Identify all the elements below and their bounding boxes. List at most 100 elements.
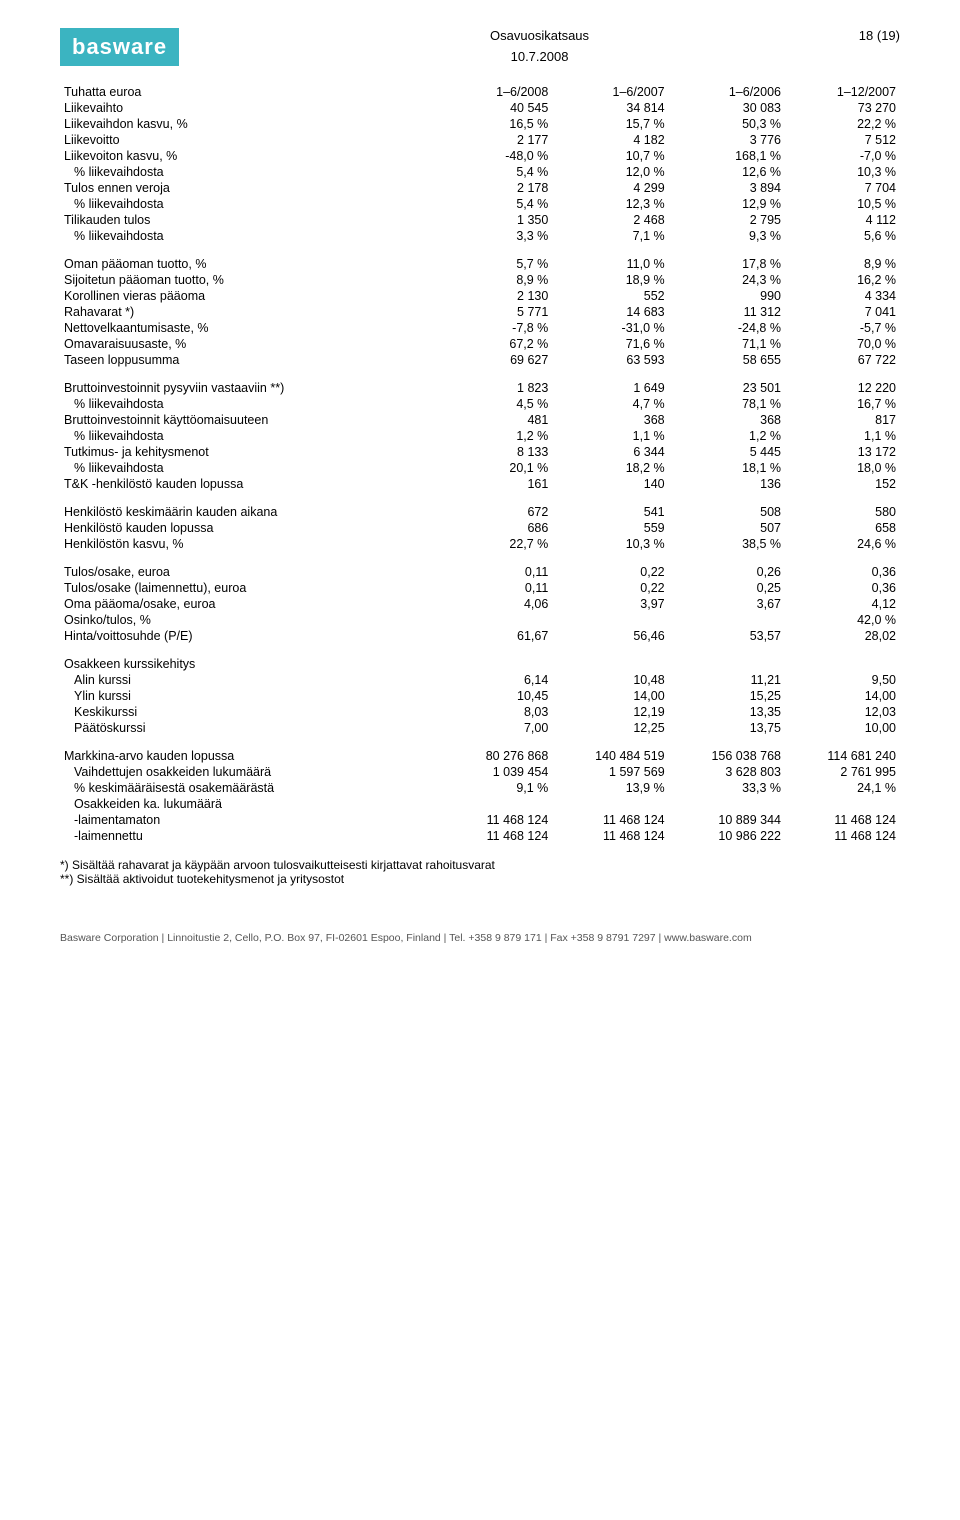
cell: 1 823 (446, 380, 552, 396)
table-row: Alin kurssi6,1410,4811,219,50 (60, 672, 900, 688)
cell: 14,00 (552, 688, 668, 704)
table-row: Tulos/osake, euroa0,110,220,260,36 (60, 564, 900, 580)
cell: 10,3 % (552, 536, 668, 552)
table-row: % liikevaihdosta20,1 %18,2 %18,1 %18,0 % (60, 460, 900, 476)
cell: 0,11 (446, 580, 552, 596)
table-row: Oma pääoma/osake, euroa4,063,973,674,12 (60, 596, 900, 612)
cell: 817 (785, 412, 900, 428)
cell: 11,21 (669, 672, 785, 688)
cell: 22,2 % (785, 116, 900, 132)
cell: 3 776 (669, 132, 785, 148)
cell: 38,5 % (669, 536, 785, 552)
row-label: Nettovelkaantumisaste, % (60, 320, 446, 336)
cell: 11 468 124 (552, 828, 668, 844)
table-row: Omavaraisuusaste, %67,2 %71,6 %71,1 %70,… (60, 336, 900, 352)
cell (669, 796, 785, 812)
cell: 10,3 % (785, 164, 900, 180)
col-4: 1–12/2007 (785, 84, 900, 100)
cell: 20,1 % (446, 460, 552, 476)
cell: 33,3 % (669, 780, 785, 796)
cell: 559 (552, 520, 668, 536)
cell: 3,67 (669, 596, 785, 612)
row-label: -laimentamaton (60, 812, 446, 828)
cell: 12,3 % (552, 196, 668, 212)
table-row: Nettovelkaantumisaste, %-7,8 %-31,0 %-24… (60, 320, 900, 336)
cell: 8,9 % (785, 256, 900, 272)
table-row: % keskimääräisestä osakemäärästä9,1 %13,… (60, 780, 900, 796)
cell: 140 484 519 (552, 748, 668, 764)
cell: 990 (669, 288, 785, 304)
row-label: Liikevoiton kasvu, % (60, 148, 446, 164)
cell (552, 612, 668, 628)
cell: 12,03 (785, 704, 900, 720)
row-label: Oman pääoman tuotto, % (60, 256, 446, 272)
cell: 7 704 (785, 180, 900, 196)
cell: 13,9 % (552, 780, 668, 796)
table-row: Liikevaihdon kasvu, %16,5 %15,7 %50,3 %2… (60, 116, 900, 132)
cell: 3,97 (552, 596, 668, 612)
cell: 12 220 (785, 380, 900, 396)
cell: 658 (785, 520, 900, 536)
row-label: Tulos ennen veroja (60, 180, 446, 196)
doc-title: Osavuosikatsaus (179, 28, 900, 43)
cell: 3 894 (669, 180, 785, 196)
table-row: Osakkeiden ka. lukumäärä (60, 796, 900, 812)
cell: 7 512 (785, 132, 900, 148)
cell: 10 986 222 (669, 828, 785, 844)
cell: -7,8 % (446, 320, 552, 336)
cell: 12,6 % (669, 164, 785, 180)
table-row: Vaihdettujen osakkeiden lukumäärä1 039 4… (60, 764, 900, 780)
row-label: % liikevaihdosta (60, 164, 446, 180)
cell: 9,50 (785, 672, 900, 688)
table-row: Henkilöstö keskimäärin kauden aikana672 5… (60, 504, 900, 520)
cell: 11 468 124 (446, 812, 552, 828)
row-label: Sijoitetun pääoman tuotto, % (60, 272, 446, 288)
cell: 7 041 (785, 304, 900, 320)
cell: 5 771 (446, 304, 552, 320)
table-row: Sijoitetun pääoman tuotto, %8,9 %18,9 %2… (60, 272, 900, 288)
section-gap (60, 244, 900, 256)
cell: 12,9 % (669, 196, 785, 212)
row-label: Päätöskurssi (60, 720, 446, 736)
cell: 24,3 % (669, 272, 785, 288)
cell: 42,0 % (785, 612, 900, 628)
logo-wrap: basware (60, 28, 179, 66)
cell: 8,03 (446, 704, 552, 720)
footnote-2: **) Sisältää aktivoidut tuotekehitysmeno… (60, 872, 900, 886)
cell: 11 468 124 (446, 828, 552, 844)
table-row: Markkina-arvo kauden lopussa80 276 86814… (60, 748, 900, 764)
cell: 672 (446, 504, 552, 520)
cell: 0,25 (669, 580, 785, 596)
cell: 168,1 % (669, 148, 785, 164)
cell: 24,1 % (785, 780, 900, 796)
table-row: % liikevaihdosta5,4 %12,3 %12,9 %10,5 % (60, 196, 900, 212)
cell: 53,57 (669, 628, 785, 644)
row-label: Liikevaihto (60, 100, 446, 116)
cell: 0,22 (552, 564, 668, 580)
table-row: Tilikauden tulos1 3502 4682 7954 112 (60, 212, 900, 228)
table-row: Osakkeen kurssikehitys (60, 656, 900, 672)
cell: 11 468 124 (552, 812, 668, 828)
table-row: Päätöskurssi7,0012,2513,7510,00 (60, 720, 900, 736)
cell: 161 (446, 476, 552, 492)
cell: 34 814 (552, 100, 668, 116)
cell: 15,7 % (552, 116, 668, 132)
cell: 16,5 % (446, 116, 552, 132)
cell: 67 722 (785, 352, 900, 368)
cell: 61,67 (446, 628, 552, 644)
cell (446, 656, 552, 672)
row-label: Tulos/osake, euroa (60, 564, 446, 580)
row-label: % liikevaihdosta (60, 196, 446, 212)
cell: 23 501 (669, 380, 785, 396)
row-label: Vaihdettujen osakkeiden lukumäärä (60, 764, 446, 780)
table-row: Liikevaihto40 54534 81430 08373 270 (60, 100, 900, 116)
cell: 580 (785, 504, 900, 520)
table-row: Ylin kurssi10,4514,0015,2514,00 (60, 688, 900, 704)
cell: 9,1 % (446, 780, 552, 796)
row-label: Henkilöstö keskimäärin kauden aikana (60, 504, 446, 520)
cell: 10,45 (446, 688, 552, 704)
cell: 12,19 (552, 704, 668, 720)
cell: 481 (446, 412, 552, 428)
cell: 40 545 (446, 100, 552, 116)
table-row: Liikevoitto2 1774 1823 7767 512 (60, 132, 900, 148)
